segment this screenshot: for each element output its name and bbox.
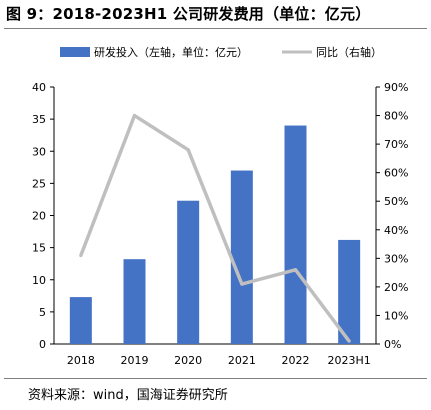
legend-label-line: 同比（右轴） xyxy=(316,45,382,59)
left-tick-label: 5 xyxy=(39,306,46,319)
tick-labels: 0 5 10 15 20 25 30 35 40 0% 10% 20% 30% 40% 50% 60% 70% 8… xyxy=(32,81,408,367)
right-tick-label: 20% xyxy=(384,281,408,294)
left-tick-label: 25 xyxy=(32,177,46,190)
bar xyxy=(284,125,307,344)
line-point xyxy=(293,268,298,272)
line-point xyxy=(132,113,137,118)
line-point xyxy=(186,148,190,152)
right-tick-label: 90% xyxy=(384,81,408,94)
line-series xyxy=(79,113,351,343)
x-tick-label: 2021 xyxy=(228,354,256,367)
line-point xyxy=(79,253,83,258)
x-tick-label: 2018 xyxy=(67,354,95,367)
x-tick-label: 2020 xyxy=(174,354,202,367)
x-tick-label: 2019 xyxy=(121,354,149,367)
bar xyxy=(69,297,92,344)
line-point xyxy=(240,282,244,286)
bar-series xyxy=(69,125,361,344)
right-tick-label: 70% xyxy=(384,138,408,151)
bar xyxy=(338,239,361,344)
source-note: 资料来源：wind，国海证券研究所 xyxy=(28,388,228,403)
chart-title: 图 9：2018-2023H1 公司研发费用（单位：亿元） xyxy=(6,5,371,23)
right-tick-label: 80% xyxy=(384,110,408,123)
source-divider xyxy=(4,378,427,379)
right-tick-label: 30% xyxy=(384,252,408,265)
left-tick-label: 10 xyxy=(32,274,46,287)
left-tick-label: 35 xyxy=(32,113,46,126)
bar xyxy=(177,200,200,344)
left-tick-label: 20 xyxy=(32,210,46,223)
bar xyxy=(123,259,146,344)
legend-swatch-bar xyxy=(60,47,90,57)
yoy-line xyxy=(79,113,351,343)
legend: 研发投入（左轴，单位：亿元） 同比（右轴） xyxy=(60,45,382,59)
line-point xyxy=(347,339,351,343)
x-tick-label: 2022 xyxy=(282,354,310,367)
legend-label-bar: 研发投入（左轴，单位：亿元） xyxy=(94,45,248,59)
chart: 研发投入（左轴，单位：亿元） 同比（右轴） 0 5 10 15 20 25 30 35 40 0%… xyxy=(32,45,408,367)
right-tick-label: 60% xyxy=(384,167,408,180)
x-tick-label: 2023H1 xyxy=(328,354,371,367)
left-tick-label: 40 xyxy=(32,81,46,94)
right-tick-label: 50% xyxy=(384,195,408,208)
right-tick-label: 0% xyxy=(384,338,401,351)
right-tick-label: 40% xyxy=(384,224,408,237)
left-tick-label: 15 xyxy=(32,242,46,255)
bar xyxy=(230,170,253,344)
left-tick-label: 30 xyxy=(32,145,46,158)
axes xyxy=(50,86,380,345)
left-tick-label: 0 xyxy=(39,338,46,351)
title-divider xyxy=(4,28,427,29)
right-tick-label: 10% xyxy=(384,309,408,322)
